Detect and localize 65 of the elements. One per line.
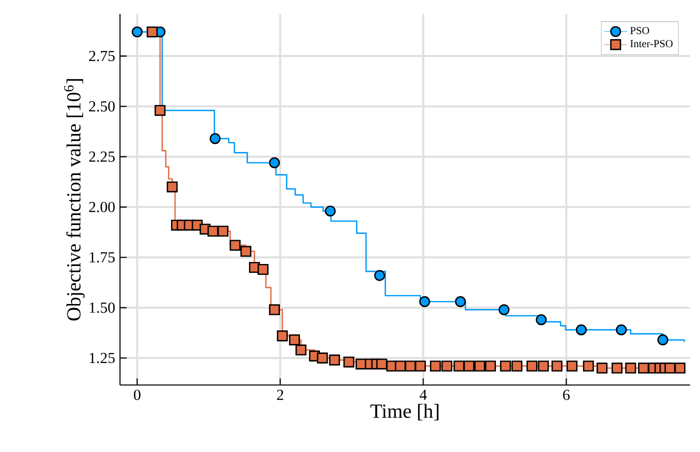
point [464,360,474,372]
point [324,206,336,217]
point [674,362,686,374]
point [343,356,354,368]
point [430,360,441,372]
point [538,360,549,372]
legend-label: PSO [630,27,650,34]
y-tick-label: 1.25 [90,352,115,364]
point [576,324,587,336]
point [208,226,218,237]
point [582,360,594,372]
y-tick-label: 2.50 [89,101,115,112]
y-tick-label: 2.75 [89,50,115,62]
x-tick-label: 6 [563,390,570,400]
point [414,360,426,372]
y-tick-label: 2.00 [89,202,115,212]
point [625,362,636,374]
point [146,26,158,38]
point [269,157,280,168]
point [289,334,300,346]
point [664,362,676,374]
point [269,304,280,316]
point [441,360,452,372]
point [218,226,228,237]
point [500,360,511,372]
point [316,352,328,364]
y-tick-label: 1.50 [90,302,115,313]
y-tick-label: 1.75 [90,252,115,263]
point [485,360,496,372]
point [329,354,340,366]
point [566,360,578,372]
point [638,362,649,374]
legend-label: Inter-PSO [630,40,673,48]
point [230,240,241,251]
point [454,360,464,372]
point [511,360,522,372]
point [240,246,252,257]
point [166,181,178,192]
y-tick-label: 2.25 [89,152,115,162]
point [419,296,430,308]
x-tick-label: 4 [420,390,427,400]
point [657,334,668,346]
point [374,270,386,281]
point [132,26,143,38]
point [295,344,306,356]
point [596,362,608,374]
point [404,360,416,372]
x-axis-title: Time [h] [370,404,438,420]
y-axis-title: Objective function value [10$^{6}$] [64,79,85,321]
point [154,104,166,116]
point [258,264,269,275]
point [454,296,466,308]
point [474,360,486,372]
point [552,360,562,372]
point [616,324,627,336]
x-tick-label: 2 [277,390,284,400]
point [276,330,288,342]
point [210,133,221,144]
point [376,358,388,370]
point [536,314,547,326]
point [394,360,406,372]
x-tick-label: 0 [134,390,140,400]
point [526,360,538,372]
point [498,304,510,316]
point [612,362,623,374]
